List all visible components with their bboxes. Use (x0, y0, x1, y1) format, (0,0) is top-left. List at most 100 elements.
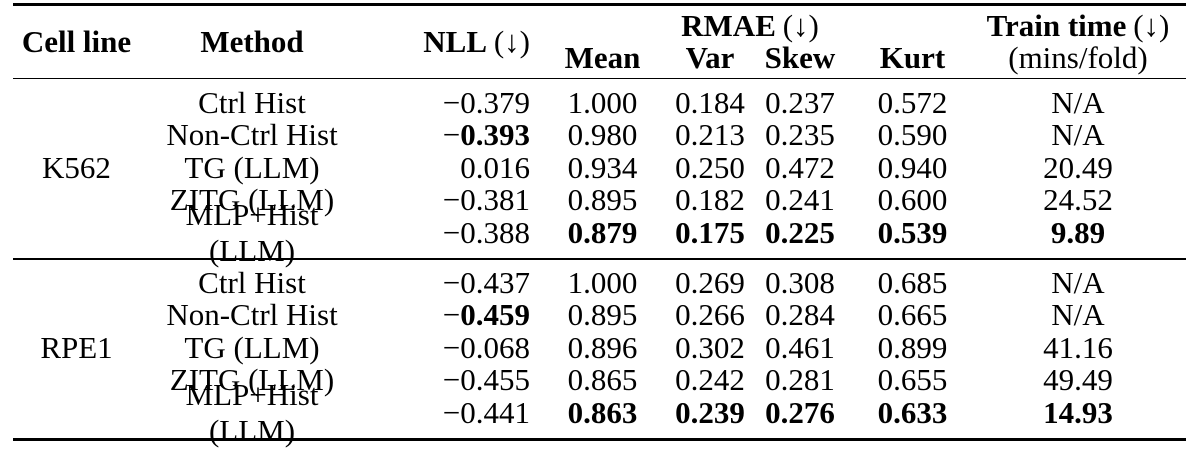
header-rmae-skew: Skew (764, 39, 836, 75)
top-rule (13, 3, 1186, 6)
cell-train-time: 24.52 (1043, 182, 1113, 218)
cell-var: 0.239 (675, 395, 745, 431)
cell-var: 0.213 (675, 117, 745, 153)
results-table: Cell line Method NLL (↓) RMAE (↓) Mean Var… (13, 3, 1186, 448)
best-value: 0.459 (460, 297, 530, 333)
cell-kurt: 0.655 (877, 362, 948, 398)
cell-nll: −0.455 (442, 362, 530, 398)
header-method: Method (200, 23, 304, 59)
cell-mean: 1.000 (567, 84, 638, 120)
cell-nll: −0.441 (442, 394, 530, 430)
header-train-time: Train time (↓) (970, 8, 1186, 44)
cell-nll: −0.393 (442, 117, 530, 153)
cell-mean: 0.863 (530, 395, 675, 431)
mid-rule (13, 257, 1186, 260)
best-value: 0.539 (877, 214, 948, 250)
cell-nll: −0.068 (442, 329, 530, 365)
cell-mean: 0.895 (567, 297, 638, 333)
cell-method: Ctrl Hist (198, 84, 306, 120)
cell-mean: 0.879 (530, 215, 675, 251)
table-group-rpe1: RPE1 Ctrl Hist −0.437 1.000 0.269 0.308 0.685 N… (13, 260, 1186, 448)
cell-line-label: RPE1 (40, 329, 113, 365)
cell-kurt: 0.685 (877, 264, 948, 300)
header-nll-label: NLL (423, 23, 488, 59)
cell-train-time: 49.49 (1043, 362, 1113, 398)
cell-kurt: 0.940 (877, 149, 948, 185)
cell-var: 0.175 (675, 215, 745, 251)
header-rmae: RMAE (↓) (530, 8, 970, 44)
cell-skew: 0.235 (765, 117, 835, 153)
cell-skew: 0.308 (765, 264, 835, 300)
cell-mean: 0.980 (567, 117, 638, 153)
cell-nll: −0.379 (442, 84, 530, 120)
cell-nll: −0.388 (442, 214, 530, 250)
cell-var: 0.250 (675, 149, 745, 185)
cell-train-time: N/A (1051, 117, 1105, 153)
down-arrow-icon: (↓) (782, 7, 819, 43)
cell-train-time: N/A (1051, 297, 1105, 333)
best-value: 0.239 (675, 394, 745, 430)
best-value: 0.276 (765, 394, 835, 430)
cell-method: ZITG (LLM) (169, 362, 335, 398)
cell-var: 0.242 (675, 362, 745, 398)
cell-skew: 0.281 (765, 362, 835, 398)
cell-train-time: 41.16 (1043, 329, 1113, 365)
best-value: 0.175 (675, 214, 745, 250)
cell-method: Non-Ctrl Hist (166, 297, 338, 333)
header-rule (13, 77, 1186, 80)
header-train-time-label: Train time (986, 7, 1127, 43)
cell-method: TG (LLM) (184, 149, 320, 185)
best-value: 0.225 (765, 214, 835, 250)
cell-mean: 0.934 (567, 149, 638, 185)
header-rmae-mean: Mean (564, 39, 641, 75)
cell-var: 0.302 (675, 329, 745, 365)
cell-skew: 0.276 (745, 395, 855, 431)
cell-train-time: N/A (1051, 84, 1105, 120)
cell-mean: 0.896 (567, 329, 638, 365)
cell-var: 0.182 (675, 182, 745, 218)
cell-skew: 0.472 (765, 149, 835, 185)
bottom-rule (13, 438, 1186, 441)
cell-nll: 0.016 (460, 149, 530, 185)
down-arrow-icon: (↓) (1133, 7, 1170, 43)
header-nll: NLL (↓) (364, 24, 530, 60)
cell-kurt: 0.899 (877, 329, 948, 365)
cell-nll: −0.381 (442, 182, 530, 218)
cell-mean: 0.865 (567, 362, 638, 398)
cell-nll: −0.437 (442, 264, 530, 300)
cell-kurt: 0.633 (855, 395, 970, 431)
cell-var: 0.184 (675, 84, 745, 120)
cell-method: MLP+Hist (LLM) (185, 376, 319, 448)
cell-skew: 0.225 (745, 215, 855, 251)
best-value: 9.89 (1050, 214, 1106, 250)
header-train-time-unit: (mins/fold) (1008, 39, 1148, 75)
header-rmae-kurt: Kurt (879, 39, 946, 75)
cell-line-label: K562 (42, 149, 111, 185)
best-value: 0.863 (567, 394, 638, 430)
best-value: 0.393 (460, 117, 530, 153)
cell-kurt: 0.590 (877, 117, 948, 153)
cell-method: ZITG (LLM) (169, 182, 335, 218)
cell-skew: 0.241 (765, 182, 835, 218)
best-value: 14.93 (1043, 394, 1113, 430)
cell-skew: 0.461 (765, 329, 835, 365)
cell-kurt: 0.572 (877, 84, 948, 120)
cell-method: Non-Ctrl Hist (166, 117, 338, 153)
cell-var: 0.266 (675, 297, 745, 333)
cell-kurt: 0.665 (877, 297, 948, 333)
cell-skew: 0.284 (765, 297, 835, 333)
cell-train-time: 9.89 (970, 215, 1186, 251)
best-value: 0.633 (877, 394, 948, 430)
cell-kurt: 0.539 (855, 215, 970, 251)
cell-method: MLP+Hist (LLM) (185, 196, 319, 268)
down-arrow-icon: (↓) (493, 23, 530, 59)
cell-var: 0.269 (675, 264, 745, 300)
best-value: 0.879 (567, 214, 638, 250)
cell-train-time: 14.93 (970, 395, 1186, 431)
table-header: Cell line Method NLL (↓) RMAE (↓) Mean Var… (13, 6, 1186, 78)
cell-skew: 0.237 (765, 84, 835, 120)
cell-train-time: 20.49 (1043, 149, 1113, 185)
header-rmae-label: RMAE (681, 7, 776, 43)
table-group-k562: K562 Ctrl Hist −0.379 1.000 0.184 0.237 0.572 N… (13, 79, 1186, 268)
header-cell-line: Cell line (21, 23, 132, 59)
